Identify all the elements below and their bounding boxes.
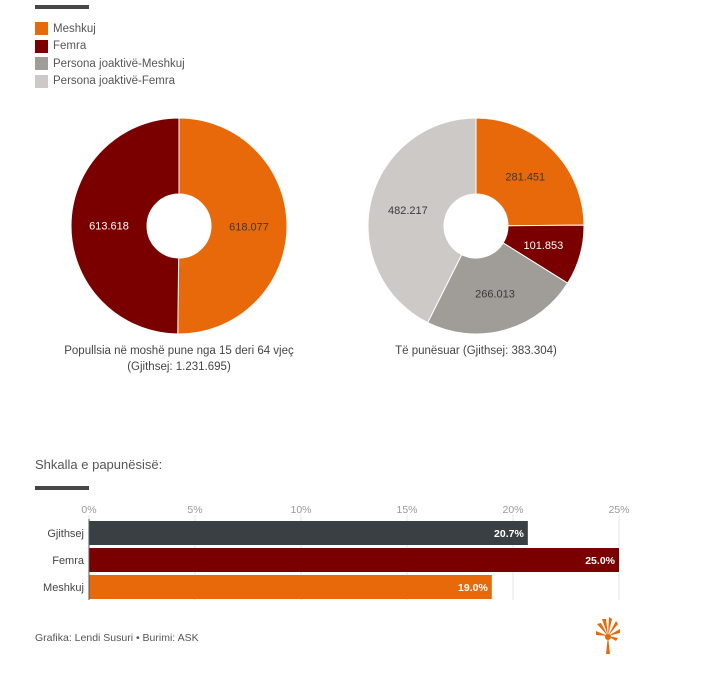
legend-label: Femra: [53, 40, 87, 53]
pie-slice-persona-joaktiv-meshkuj: [427, 242, 569, 335]
x-tick-label: 10%: [290, 504, 311, 516]
pie-slice-label: 482.217: [388, 205, 428, 217]
pie-slice-label: 281.451: [505, 171, 545, 183]
population-caption: Popullsia në moshë pune nga 15 deri 64 v…: [40, 343, 318, 375]
legend-item-joaktive-meshkuj: Persona joaktivë-Meshkuj: [35, 55, 185, 73]
bar-value-label: 20.7%: [494, 528, 524, 540]
footer-credit: Grafika: Lendi Susuri • Burimi: ASK: [35, 632, 199, 644]
legend-swatch: [35, 22, 48, 36]
x-tick-label: 5%: [187, 504, 202, 516]
legend-swatch: [35, 39, 48, 53]
legend-label: Persona joaktivë-Femra: [53, 75, 176, 88]
legend-item-meshkuj: Meshkuj: [35, 20, 185, 38]
legend-item-joaktive-femra: Persona joaktivë-Femra: [35, 73, 185, 91]
legend-swatch: [35, 57, 48, 71]
population-caption-line1: Popullsia në moshë pune nga 15 deri 64 v…: [64, 345, 294, 357]
legend-item-femra: Femra: [35, 38, 185, 56]
category-label: Femra: [52, 555, 85, 567]
x-tick-label: 0%: [81, 504, 96, 516]
bar-value-label: 19.0%: [458, 582, 488, 594]
unemployment-title: Shkalla e papunësisë:: [35, 457, 163, 472]
pie-slice-meshkuj: [475, 117, 585, 227]
legend: Meshkuj Femra Persona joaktivë-Meshkuj P…: [35, 20, 185, 90]
legend-swatch: [35, 74, 48, 88]
pie-slice-label: 613.618: [89, 221, 129, 233]
bar-meshkuj: [89, 575, 492, 599]
x-tick-label: 25%: [608, 504, 629, 516]
pie-slice-meshkuj: [177, 117, 288, 335]
pie-slice-label: 266.013: [475, 288, 515, 300]
legend-label: Meshkuj: [53, 22, 96, 35]
top-rule: [35, 5, 89, 9]
bar-value-label: 25.0%: [585, 555, 615, 567]
category-label: Meshkuj: [43, 582, 84, 594]
pie-slice-label: 618.077: [229, 221, 269, 233]
bar-gjithsej: [89, 521, 528, 545]
employed-caption: Të punësuar (Gjithsej: 383.304): [395, 345, 557, 357]
legend-label: Persona joaktivë-Meshkuj: [53, 57, 185, 70]
pie-slice-femra: [70, 117, 180, 335]
section-rule: [35, 486, 89, 490]
bar-femra: [89, 548, 619, 572]
pie-slice-label: 101.853: [523, 240, 563, 252]
torch-logo-icon: [594, 616, 622, 656]
pie-slice-persona-joaktiv-femra: [367, 117, 477, 324]
x-tick-label: 20%: [502, 504, 523, 516]
population-caption-line2: (Gjithsej: 1.231.695): [127, 361, 231, 373]
x-tick-label: 15%: [396, 504, 417, 516]
category-label: Gjithsej: [47, 528, 84, 540]
